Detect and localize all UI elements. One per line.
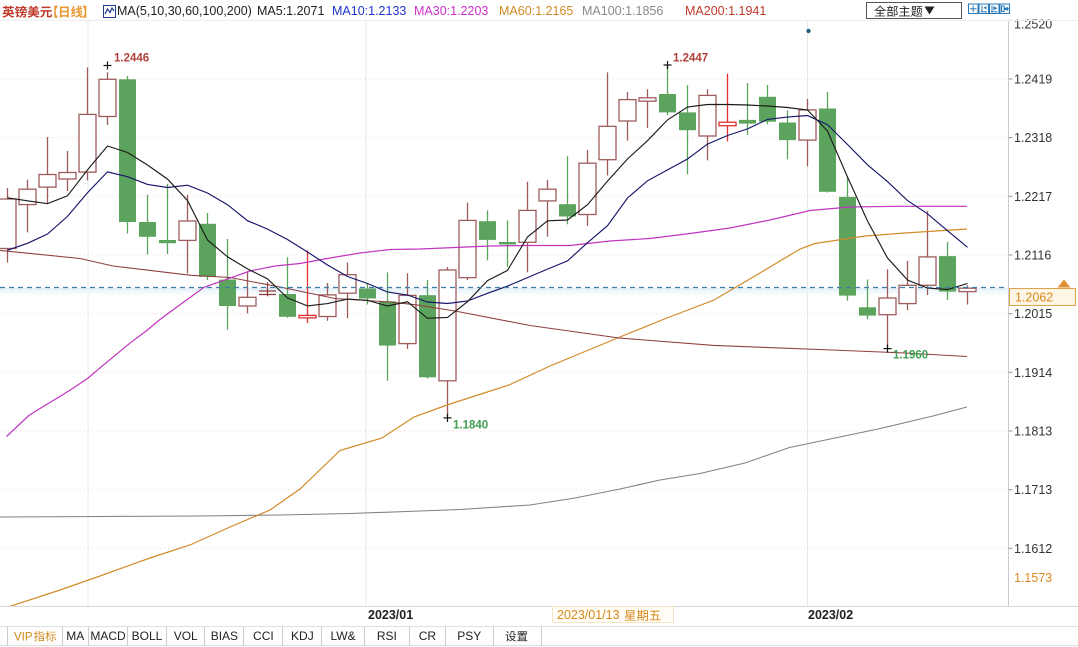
svg-text:1.1960: 1.1960: [893, 350, 928, 362]
svg-text:1.1573: 1.1573: [1014, 571, 1052, 585]
svg-text:1.2318: 1.2318: [1014, 131, 1052, 145]
svg-text:VIP: VIP: [14, 632, 33, 644]
svg-text:1.1713: 1.1713: [1014, 483, 1052, 497]
svg-text:1.1840: 1.1840: [453, 420, 488, 432]
svg-text:1.2217: 1.2217: [1014, 190, 1052, 204]
svg-text:1.1914: 1.1914: [1014, 366, 1052, 380]
svg-text:1.2015: 1.2015: [1014, 307, 1052, 321]
svg-text:1.1612: 1.1612: [1014, 542, 1052, 556]
svg-text:1.2447: 1.2447: [673, 53, 708, 65]
svg-text:1.2419: 1.2419: [1014, 73, 1052, 87]
svg-text:1.2062: 1.2062: [1015, 291, 1053, 305]
svg-text:1.2116: 1.2116: [1014, 249, 1051, 263]
svg-text:1.2446: 1.2446: [114, 53, 149, 65]
svg-text:1.1813: 1.1813: [1014, 425, 1052, 439]
